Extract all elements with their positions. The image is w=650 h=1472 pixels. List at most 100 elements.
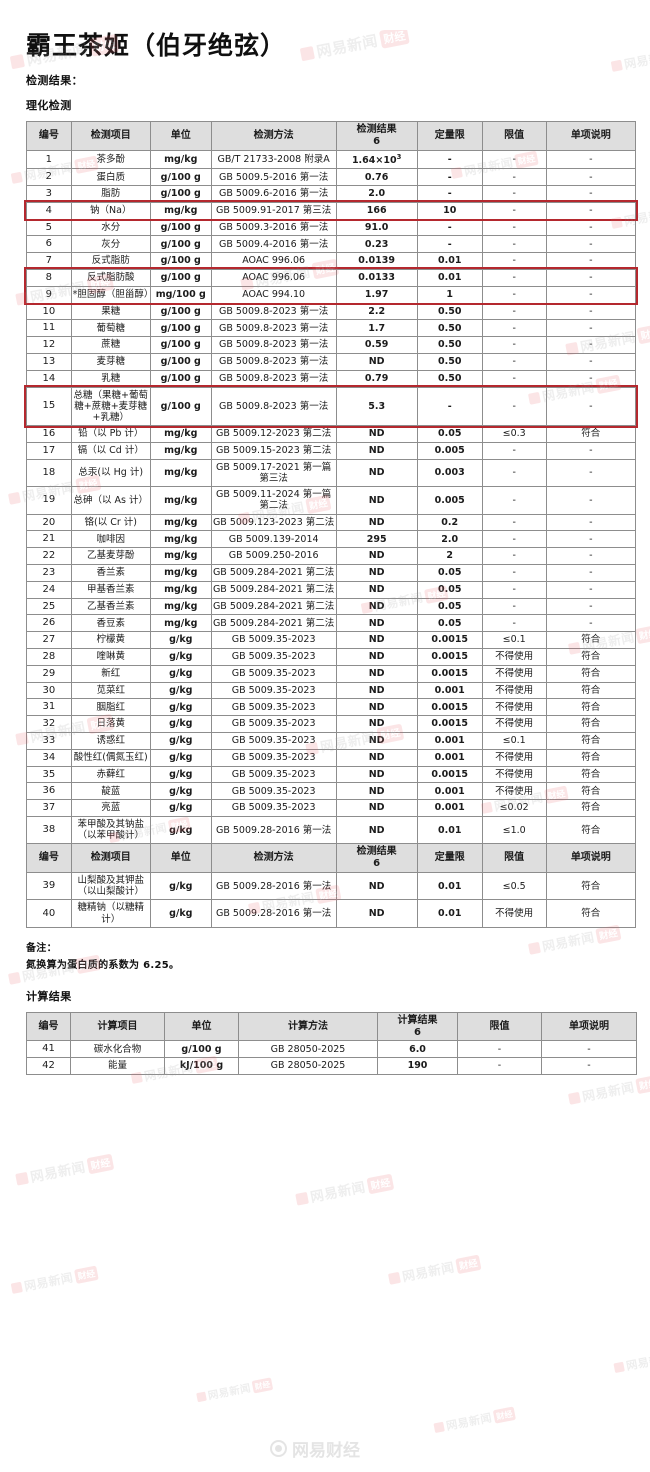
cell-result: ND [335, 681, 418, 700]
cell-item: 总砷（以 As 计） [70, 486, 151, 515]
cell-limit: 不得使用 [481, 782, 547, 801]
cell-limit: - [457, 1040, 542, 1059]
weibo-watermark-label: 网易财经 [292, 1441, 360, 1461]
cell-result: ND [335, 899, 418, 928]
cell-limit: 不得使用 [481, 698, 547, 717]
netease-logo-icon [387, 1271, 401, 1285]
no: 1 [26, 149, 72, 170]
cell-result: ND [335, 782, 418, 801]
table-row: 36 靛蓝 g/kg GB 5009.35-2023 ND 0.001 不得使用 符合 [26, 782, 637, 801]
watermark-text: 网易新闻 [309, 1178, 367, 1206]
cell-note: - [545, 201, 637, 220]
cell-method: GB 5009.17-2021 第一篇 第三法 [210, 458, 337, 488]
table-row: 21 咖啡因 mg/kg GB 5009.139-2014 295 2.0- - [26, 530, 637, 549]
table-header-row: 编号 检测项目 单位 检测方法 检测结果 6 定量限 限值 单项说明 [26, 121, 637, 151]
no: 29 [26, 664, 72, 683]
table-row: 22 乙基麦芽酚 mg/kg GB 5009.250-2016 ND 2- - [26, 547, 637, 565]
cell-method: GB 5009.8-2023 第一法 [210, 302, 337, 321]
cell-note: 符合 [545, 664, 637, 683]
cell-limit: - [481, 386, 547, 427]
cell-item: 碳水化合物 [70, 1040, 165, 1059]
cell-unit: mg/kg [149, 563, 212, 582]
cell-unit: mg/kg [149, 201, 212, 220]
cell-result: 1.64×103 [335, 149, 418, 170]
col-header-method: 检测方法 [210, 121, 337, 151]
cell-note: 符合 [545, 899, 637, 928]
cell-lod: 0.001 [416, 681, 483, 700]
no: 21 [26, 530, 72, 549]
col-header-no: 编号 [26, 843, 72, 873]
cell-note: - [545, 218, 637, 237]
cell-note: - [545, 285, 637, 304]
no: 41 [26, 1040, 71, 1059]
cell-note: - [545, 513, 637, 532]
cell-limit: ≤0.1 [481, 631, 547, 649]
cell-item: 香豆素 [70, 614, 151, 633]
cell-method: GB 28050-2025 [238, 1057, 378, 1075]
no: 8 [26, 268, 72, 287]
cell-unit: mg/kg [149, 441, 212, 460]
watermark-text: 网易新闻 [206, 1381, 252, 1403]
cell-lod: 0.05 [416, 580, 483, 599]
cell-unit: mg/kg [149, 425, 212, 443]
col-header-note: 单项说明 [545, 121, 637, 151]
cell-result: ND [335, 748, 418, 767]
netease-watermark: 网易新闻财经 [387, 1253, 482, 1288]
table-row: 33 诱惑红 g/kg GB 5009.35-2023 ND 0.001 ≤0.1 符合 [26, 731, 637, 750]
table-row: 34 酸性红(偶氮玉红) g/kg GB 5009.35-2023 ND 0.001 不得使… [26, 748, 637, 767]
cell-item: 反式脂肪 [70, 252, 151, 270]
watermark-badge: 财经 [73, 1265, 99, 1284]
no: 14 [26, 369, 72, 388]
cell-unit: g/100 g [149, 386, 212, 427]
col-header-lod: 定量限 [416, 121, 483, 151]
cell-item: 甲基香兰素 [70, 580, 151, 599]
cell-unit: mg/kg [149, 580, 212, 599]
cell-method: AOAC 996.06 [210, 268, 337, 287]
cell-unit: g/100 g [149, 302, 212, 321]
cell-unit: mg/kg [149, 513, 212, 532]
cell-result: 91.0 [335, 218, 418, 237]
cell-item: 总汞(以 Hg 计) [70, 458, 151, 488]
table-row: 8 反式脂肪酸 g/100 g AOAC 996.06 0.0133 0.01- - [26, 268, 637, 287]
cell-lod: 0.0015 [416, 715, 483, 733]
cell-note: - [545, 302, 637, 321]
cell-lod: 0.05 [416, 597, 483, 616]
cell-item: 靛蓝 [70, 782, 151, 801]
cell-item: 果糖 [70, 302, 151, 321]
cell-method: GB 5009.28-2016 第一法 [210, 815, 337, 845]
cell-note: - [545, 547, 637, 565]
cell-note: - [545, 486, 637, 515]
cell-note: - [545, 149, 637, 170]
cell-method: GB 5009.12-2023 第二法 [210, 425, 337, 443]
cell-lod: 0.0015 [416, 664, 483, 683]
cell-lod: 0.001 [416, 748, 483, 767]
cell-lod: - [416, 386, 483, 427]
table-row: 7 反式脂肪 g/100 g AOAC 996.06 0.0139 0.01- - [26, 252, 637, 270]
cell-result: ND [335, 441, 418, 460]
cell-result: 166 [335, 201, 418, 220]
cell-note: 符合 [545, 765, 637, 784]
no: 9 [26, 285, 72, 304]
no: 2 [26, 168, 72, 186]
no: 4 [26, 201, 72, 220]
cell-unit: mg/kg [149, 614, 212, 633]
no: 16 [26, 425, 72, 443]
cell-note: - [545, 369, 637, 388]
cell-result: ND [335, 547, 418, 565]
cell-unit: g/kg [149, 765, 212, 784]
cell-note: - [545, 235, 637, 254]
netease-watermark: 网易新闻财经 [433, 1405, 516, 1436]
cell-result: ND [335, 815, 418, 845]
col-header-item: 检测项目 [70, 121, 151, 151]
no: 36 [26, 782, 72, 801]
table-row: 41 碳水化合物 g/100 g GB 28050-2025 6.0- - [26, 1040, 637, 1059]
cell-note: 符合 [545, 748, 637, 767]
cell-method: GB 5009.8-2023 第一法 [210, 369, 337, 388]
no: 42 [26, 1057, 71, 1075]
no: 28 [26, 647, 72, 666]
cell-method: GB 5009.35-2023 [210, 748, 337, 767]
cell-method: GB 5009.35-2023 [210, 765, 337, 784]
cell-note: - [545, 319, 637, 338]
cell-note: 符合 [545, 425, 637, 443]
watermark-text: 网易新闻 [400, 1259, 456, 1285]
